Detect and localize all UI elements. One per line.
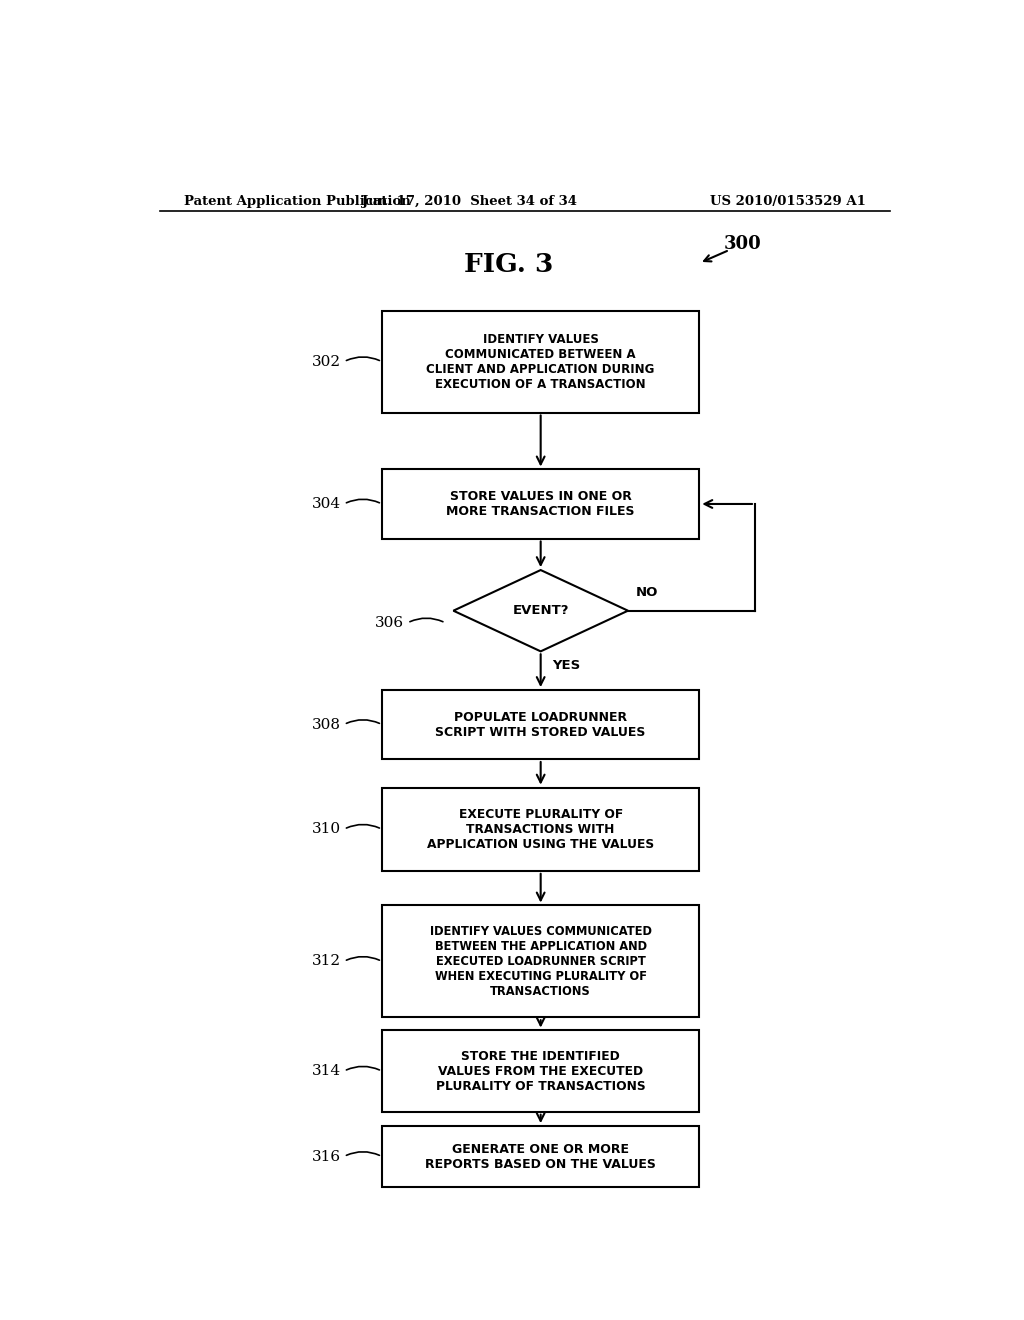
Polygon shape	[454, 570, 628, 651]
FancyArrowPatch shape	[410, 618, 443, 622]
FancyBboxPatch shape	[382, 906, 699, 1018]
Text: GENERATE ONE OR MORE
REPORTS BASED ON THE VALUES: GENERATE ONE OR MORE REPORTS BASED ON TH…	[425, 1143, 656, 1171]
FancyArrowPatch shape	[346, 499, 380, 503]
Text: 316: 316	[311, 1150, 341, 1163]
Text: US 2010/0153529 A1: US 2010/0153529 A1	[711, 194, 866, 207]
Text: NO: NO	[636, 586, 658, 598]
FancyArrowPatch shape	[346, 825, 380, 828]
FancyArrowPatch shape	[346, 356, 380, 360]
FancyArrowPatch shape	[346, 1067, 380, 1071]
FancyBboxPatch shape	[382, 1126, 699, 1187]
Text: Jun. 17, 2010  Sheet 34 of 34: Jun. 17, 2010 Sheet 34 of 34	[361, 194, 577, 207]
Text: 312: 312	[311, 954, 341, 969]
Text: 300: 300	[724, 235, 762, 252]
FancyBboxPatch shape	[382, 312, 699, 412]
Text: 302: 302	[311, 355, 341, 368]
Text: POPULATE LOADRUNNER
SCRIPT WITH STORED VALUES: POPULATE LOADRUNNER SCRIPT WITH STORED V…	[435, 710, 646, 738]
Text: IDENTIFY VALUES
COMMUNICATED BETWEEN A
CLIENT AND APPLICATION DURING
EXECUTION O: IDENTIFY VALUES COMMUNICATED BETWEEN A C…	[426, 333, 655, 391]
Text: EVENT?: EVENT?	[512, 605, 569, 618]
FancyBboxPatch shape	[382, 788, 699, 871]
Text: 310: 310	[311, 822, 341, 837]
FancyArrowPatch shape	[346, 719, 380, 723]
Text: IDENTIFY VALUES COMMUNICATED
BETWEEN THE APPLICATION AND
EXECUTED LOADRUNNER SCR: IDENTIFY VALUES COMMUNICATED BETWEEN THE…	[430, 925, 651, 998]
Text: 308: 308	[311, 718, 341, 731]
FancyArrowPatch shape	[346, 1152, 380, 1155]
Text: 304: 304	[311, 496, 341, 511]
Text: 306: 306	[375, 616, 404, 630]
Text: STORE THE IDENTIFIED
VALUES FROM THE EXECUTED
PLURALITY OF TRANSACTIONS: STORE THE IDENTIFIED VALUES FROM THE EXE…	[436, 1049, 645, 1093]
FancyBboxPatch shape	[382, 470, 699, 539]
Text: Patent Application Publication: Patent Application Publication	[183, 194, 411, 207]
Text: YES: YES	[553, 660, 581, 672]
FancyArrowPatch shape	[346, 957, 380, 960]
Text: STORE VALUES IN ONE OR
MORE TRANSACTION FILES: STORE VALUES IN ONE OR MORE TRANSACTION …	[446, 490, 635, 517]
Text: FIG. 3: FIG. 3	[464, 252, 554, 277]
Text: 314: 314	[311, 1064, 341, 1078]
Text: EXECUTE PLURALITY OF
TRANSACTIONS WITH
APPLICATION USING THE VALUES: EXECUTE PLURALITY OF TRANSACTIONS WITH A…	[427, 808, 654, 850]
FancyBboxPatch shape	[382, 1031, 699, 1111]
FancyBboxPatch shape	[382, 690, 699, 759]
